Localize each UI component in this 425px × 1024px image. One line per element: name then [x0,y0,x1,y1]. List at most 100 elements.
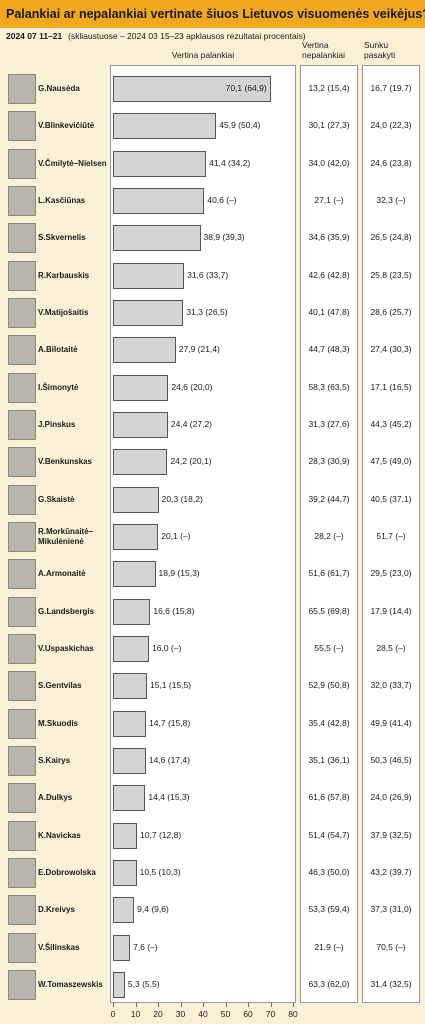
name-label: S.Kairys [38,756,71,765]
table-cell: 30,1 (27,3) [308,120,350,131]
bar [113,337,176,364]
photo [8,970,36,1000]
value-label: 27,9 (21,4) [178,344,220,355]
photo [8,74,36,104]
subtitle-date: 2024 07 11–21 [6,31,63,41]
tick-mark [180,1003,182,1007]
value-label: 10,5 (10,3) [139,867,181,877]
x-tick-label: 80 [288,1009,298,1019]
table-cell: 65,5 (69,8) [308,605,350,616]
table-cell: 37,3 (31,0) [370,904,412,915]
photo [8,372,36,403]
table-cell: 40,1 (47,8) [308,307,350,317]
value-label: 16,6 (15,8) [153,605,195,616]
bar [113,76,271,102]
value-label: 45,9 (50,4) [219,120,261,131]
name-label: G.Landsbergis [38,606,95,616]
column-header: Sunku pasakyti [364,40,396,60]
table-cell: 39,2 (44,7) [308,493,350,504]
table-cell: 51,4 (54,7) [308,829,350,840]
photo [8,186,36,216]
photo [8,932,36,963]
bar [113,748,146,774]
chart-title: Palankiai ar nepalankiai vertinate šiuos… [6,7,425,21]
table-cell: 44,7 (48,3) [308,344,350,355]
photo [8,148,36,179]
name-label: A.Dulkys [38,793,73,803]
bar [113,934,131,961]
column-header: Vertina nepalankiai [302,40,346,60]
axis-title: Vertina palankiai [171,50,235,60]
tick-mark [113,1003,114,1007]
value-label: 14,7 (15,8) [149,717,191,728]
bar [113,561,156,588]
name-label: V.Benkunskas [38,457,92,467]
bar [113,673,147,700]
x-tick-label: 20 [153,1009,163,1019]
name-label: L.Kasčiūnas [38,196,86,205]
table-cell: 53,3 (59,4) [308,904,350,915]
photo [8,484,36,515]
value-label: 10,7 (12,8) [140,829,182,840]
table-cell: 70,5 (–) [376,941,406,952]
name-label: S.Gentvilas [38,681,82,691]
bar [113,449,168,476]
photo [8,260,36,291]
tick-mark [203,1003,204,1007]
bar [113,300,184,326]
value-label: 18,9 (15,3) [158,568,200,579]
name-label: S.Skvernelis [38,233,86,243]
value-label: 7,6 (–) [133,941,158,952]
photo [8,111,36,142]
title-bar [0,0,425,28]
bar [113,150,207,177]
photo [8,596,36,627]
table-cell: 35,4 (42,8) [308,717,350,728]
bar [113,374,169,401]
bar [113,486,159,513]
name-label: A.Bilotaitė [38,345,78,355]
tick-mark [225,1003,227,1007]
photo [8,335,36,366]
name-label: V.Čmilytė–Nielsen [38,158,107,168]
bar [113,412,168,438]
table-cell: 32,3 (–) [376,195,406,205]
table-cell: 44,3 (45,2) [370,419,412,429]
value-label: 9,4 (9,6) [137,904,169,915]
name-label: V.Šilinskas [38,942,80,952]
value-label: 20,3 (18,2) [161,493,203,504]
table-cell: 27,1 (–) [314,195,344,205]
name-label: G.Skaistė [38,494,75,504]
table-cell: 25,8 (23,5) [370,269,412,280]
table-cell: 46,3 (50,0) [308,867,350,877]
bar [113,972,125,998]
table-cell: 51,7 (–) [376,531,406,541]
name-label: W.Tomaszewskis [38,980,103,989]
photo [8,223,36,254]
value-label: 31,6 (33,7) [187,269,229,280]
x-tick-label: 50 [220,1009,231,1019]
table-cell: 58,3 (63,5) [308,381,350,392]
tick-mark [270,1003,272,1007]
table-cell: 47,5 (49,0) [370,456,412,467]
table-cell: 50,3 (46,5) [370,755,412,765]
column-panel [300,65,358,1003]
photo [8,708,36,739]
table-cell: 35,1 (36,1) [308,755,350,765]
table-cell: 43,2 (39,7) [370,867,412,877]
table-cell: 34,6 (35,9) [308,232,350,243]
bar [113,262,185,289]
table-cell: 16,7 (19,7) [370,83,412,93]
table-cell: 42,6 (42,8) [308,269,350,280]
value-label: 24,6 (20,0) [171,381,213,392]
name-label: M.Skuodis [38,718,79,728]
photo [8,298,36,328]
table-cell: 24,0 (26,9) [370,792,412,803]
table-cell: 49,9 (41,4) [370,717,412,728]
bar [113,598,151,625]
bar [113,524,159,550]
photo [8,671,36,702]
table-cell: 24,0 (22,3) [370,120,412,131]
name-label: I.Šimonytė [38,382,79,392]
value-label: 70,1 (64,9) [225,83,267,93]
